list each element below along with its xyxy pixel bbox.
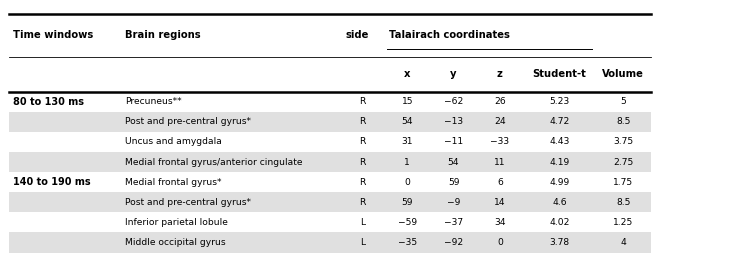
Text: −13: −13 bbox=[444, 117, 463, 126]
Text: Medial frontal gyrus*: Medial frontal gyrus* bbox=[125, 178, 222, 187]
Text: R: R bbox=[360, 158, 366, 166]
Text: 2.75: 2.75 bbox=[613, 158, 633, 166]
Text: Brain regions: Brain regions bbox=[125, 30, 201, 41]
Text: 4.43: 4.43 bbox=[549, 138, 570, 146]
Text: 34: 34 bbox=[494, 218, 506, 227]
Bar bbox=[9, 92, 651, 112]
Bar bbox=[9, 192, 651, 212]
Text: 54: 54 bbox=[448, 158, 460, 166]
Text: Inferior parietal lobule: Inferior parietal lobule bbox=[125, 218, 228, 227]
Text: 1: 1 bbox=[404, 158, 410, 166]
Text: 4.19: 4.19 bbox=[549, 158, 570, 166]
Text: R: R bbox=[360, 198, 366, 207]
Text: 1.75: 1.75 bbox=[613, 178, 633, 187]
Text: 8.5: 8.5 bbox=[616, 198, 630, 207]
Text: 4: 4 bbox=[621, 238, 626, 247]
Text: L: L bbox=[360, 218, 365, 227]
Text: 14: 14 bbox=[494, 198, 506, 207]
Text: 26: 26 bbox=[494, 97, 506, 106]
Text: 5.23: 5.23 bbox=[549, 97, 570, 106]
Text: Talairach coordinates: Talairach coordinates bbox=[389, 30, 510, 41]
Text: 5: 5 bbox=[621, 97, 626, 106]
Text: Time windows: Time windows bbox=[13, 30, 94, 41]
Text: R: R bbox=[360, 97, 366, 106]
Bar bbox=[9, 212, 651, 232]
Text: L: L bbox=[360, 238, 365, 247]
Bar bbox=[9, 112, 651, 132]
Text: Precuneus**: Precuneus** bbox=[125, 97, 182, 106]
Text: −37: −37 bbox=[444, 218, 463, 227]
Text: 4.99: 4.99 bbox=[549, 178, 570, 187]
Text: 0: 0 bbox=[497, 238, 503, 247]
Text: 59: 59 bbox=[401, 198, 413, 207]
Text: x: x bbox=[404, 69, 410, 79]
Bar bbox=[9, 253, 651, 258]
Text: Student-t: Student-t bbox=[533, 69, 586, 79]
Text: Post and pre-central gyrus*: Post and pre-central gyrus* bbox=[125, 198, 251, 207]
Text: 3.75: 3.75 bbox=[613, 138, 633, 146]
Bar bbox=[9, 152, 651, 172]
Text: 4.02: 4.02 bbox=[549, 218, 570, 227]
Text: 3.78: 3.78 bbox=[550, 238, 569, 247]
Text: −11: −11 bbox=[444, 138, 463, 146]
Text: Middle occipital gyrus: Middle occipital gyrus bbox=[125, 238, 226, 247]
Text: −59: −59 bbox=[398, 218, 417, 227]
Text: R: R bbox=[360, 117, 366, 126]
Text: 54: 54 bbox=[401, 117, 413, 126]
Text: Post and pre-central gyrus*: Post and pre-central gyrus* bbox=[125, 117, 251, 126]
Text: 59: 59 bbox=[448, 178, 460, 187]
Text: 80 to 130 ms: 80 to 130 ms bbox=[13, 97, 84, 107]
Text: 31: 31 bbox=[401, 138, 413, 146]
Text: 24: 24 bbox=[494, 117, 506, 126]
Bar bbox=[9, 232, 651, 253]
Text: 140 to 190 ms: 140 to 190 ms bbox=[13, 177, 91, 187]
Bar bbox=[9, 132, 651, 152]
Text: 4.72: 4.72 bbox=[549, 117, 570, 126]
Text: z: z bbox=[497, 69, 503, 79]
Text: 4.6: 4.6 bbox=[552, 198, 567, 207]
Text: −92: −92 bbox=[444, 238, 463, 247]
Text: R: R bbox=[360, 178, 366, 187]
Text: Medial frontal gyrus/anterior cingulate: Medial frontal gyrus/anterior cingulate bbox=[125, 158, 303, 166]
Text: 11: 11 bbox=[494, 158, 506, 166]
Text: Uncus and amygdala: Uncus and amygdala bbox=[125, 138, 222, 146]
Bar bbox=[9, 172, 651, 192]
Text: 6: 6 bbox=[497, 178, 503, 187]
Text: −9: −9 bbox=[447, 198, 460, 207]
Text: Volume: Volume bbox=[602, 69, 645, 79]
Text: R: R bbox=[360, 138, 366, 146]
Text: side: side bbox=[345, 30, 369, 41]
Text: 15: 15 bbox=[401, 97, 413, 106]
Text: 1.25: 1.25 bbox=[613, 218, 633, 227]
Text: −35: −35 bbox=[398, 238, 417, 247]
Text: 8.5: 8.5 bbox=[616, 117, 630, 126]
Text: 0: 0 bbox=[404, 178, 410, 187]
Text: −33: −33 bbox=[490, 138, 510, 146]
Text: y: y bbox=[451, 69, 457, 79]
Text: −62: −62 bbox=[444, 97, 463, 106]
